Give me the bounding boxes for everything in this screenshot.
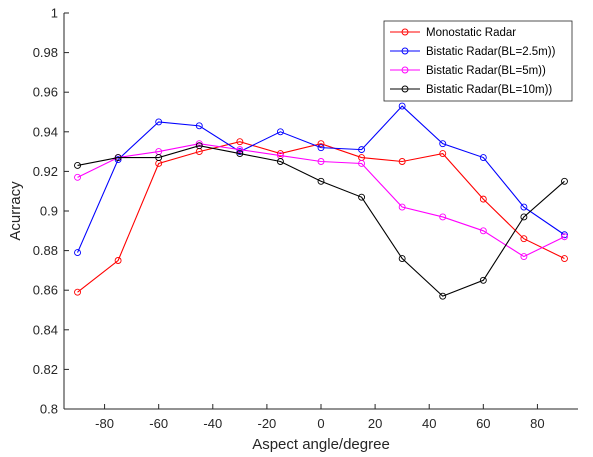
data-point [155,118,163,126]
data-point [317,177,325,185]
data-point [479,276,487,284]
y-tick-label: 0.86 [33,283,58,298]
data-point [561,177,568,185]
data-point [195,140,203,148]
data-point [439,292,447,300]
data-point [155,154,163,161]
data-point [74,173,81,181]
data-point [114,257,122,264]
data-point [439,213,447,221]
series-line-4 [77,145,565,297]
data-point [74,162,81,169]
y-tick-label: 0.88 [33,243,58,258]
series-layer [74,102,568,300]
legend-label: Bistatic Radar(BL=2.5m)) [426,46,556,58]
legend-marker [401,28,409,36]
series-line-3 [77,143,565,258]
data-point [195,142,203,150]
data-point [74,249,81,257]
data-point [398,102,406,110]
data-point [236,138,244,146]
data-point [398,158,406,165]
legend: Monostatic Radar Bistatic Radar(BL=2.5m))… [383,20,573,102]
y-tick-label: 0.8 [40,402,58,417]
x-tick-label: -40 [203,416,222,431]
legend-label: Bistatic Radar(BL=10m)) [426,84,552,96]
y-tick-label: 0.9 [40,204,58,219]
data-point [276,150,284,158]
data-point [520,203,528,211]
y-tick-label: 0.98 [33,45,58,60]
data-point [358,160,366,167]
data-point [236,150,244,158]
y-tick-label: 0.96 [33,85,58,100]
data-point [358,193,366,201]
x-tick-label: 20 [368,416,382,431]
data-point [561,231,568,239]
y-axis-label: Acurracy [7,181,24,241]
x-tick-label: -80 [95,416,114,431]
x-tick-label: -60 [149,416,168,431]
data-point [236,148,244,156]
data-point [479,227,487,235]
y-ticks: 0.8 0.82 0.84 0.86 0.88 0.9 0.92 0.94 0.96 0.98 1 [33,6,69,417]
data-point [520,253,528,260]
y-tick-label: 0.92 [33,164,58,179]
y-tick-label: 0.84 [33,322,58,337]
data-point [74,288,81,296]
data-point [317,140,325,148]
x-tick-label: 40 [422,416,436,431]
data-point [439,150,447,158]
series-line-1 [77,141,565,293]
data-point [317,158,325,165]
x-tick-label: -20 [257,416,276,431]
x-tick-label: 0 [317,416,324,431]
y-tick-label: 1 [51,6,58,21]
y-tick-label: 0.94 [33,124,58,139]
legend-label: Monostatic Radar [426,27,516,39]
data-point [520,235,528,243]
data-point [276,158,284,165]
data-point [398,203,406,211]
legend-label: Bistatic Radar(BL=5m)) [426,65,546,77]
x-ticks: -80 -60 -40 -20 0 20 40 60 80 [95,404,545,431]
x-tick-label: 80 [530,416,544,431]
data-point [195,122,203,130]
x-axis-label: Aspect angle/degree [252,436,390,453]
x-tick-label: 60 [476,416,490,431]
legend-box [383,20,573,102]
data-point [561,255,568,262]
data-point [439,140,447,148]
data-point [479,195,487,203]
series-line-2 [77,105,565,253]
data-point [317,144,325,152]
data-point [276,128,284,136]
legend-marker [401,66,409,74]
data-point [114,154,122,161]
data-point [520,213,528,221]
data-point [561,233,568,241]
data-point [479,154,487,161]
data-point [398,255,406,262]
y-tick-label: 0.82 [33,362,58,377]
legend-marker [401,47,409,55]
data-point [358,146,366,154]
legend-marker [401,85,409,93]
data-point [236,146,244,154]
